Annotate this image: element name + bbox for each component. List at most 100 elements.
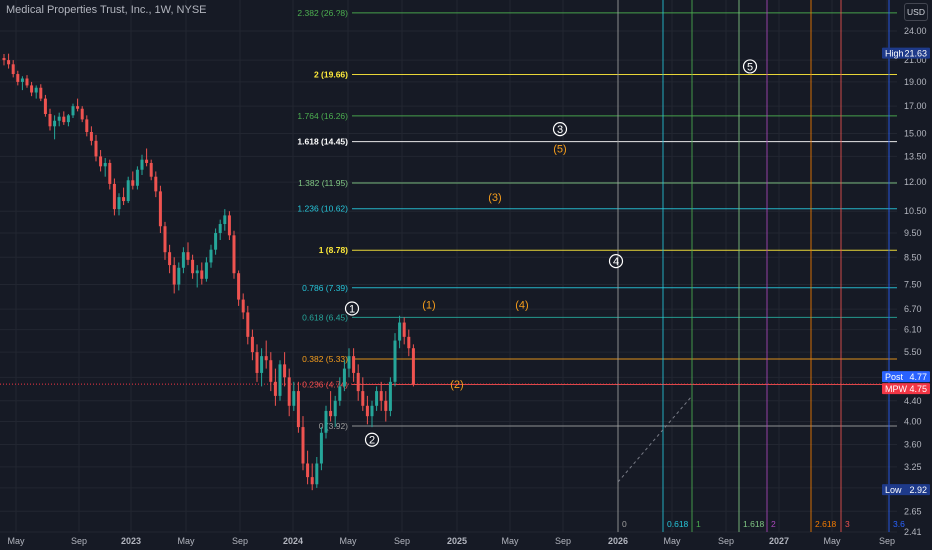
- candle-body[interactable]: [214, 233, 218, 250]
- candle-body[interactable]: [57, 116, 61, 121]
- candle-body[interactable]: [80, 108, 84, 120]
- candle-body[interactable]: [384, 400, 388, 411]
- candle-body[interactable]: [287, 377, 291, 406]
- candle-body[interactable]: [204, 262, 208, 279]
- candle-body[interactable]: [260, 356, 264, 373]
- price-tag-label: Post: [885, 372, 904, 382]
- candle-body[interactable]: [292, 391, 296, 406]
- candle-body[interactable]: [122, 197, 126, 202]
- candle-body[interactable]: [342, 368, 346, 387]
- trend-line[interactable]: [617, 395, 693, 483]
- candle-body[interactable]: [108, 162, 112, 184]
- candle-body[interactable]: [338, 386, 342, 401]
- candle-body[interactable]: [306, 463, 310, 478]
- candle-body[interactable]: [89, 132, 93, 141]
- candle-body[interactable]: [250, 336, 254, 353]
- candle-body[interactable]: [319, 432, 323, 464]
- candle-body[interactable]: [94, 140, 98, 157]
- candle-body[interactable]: [273, 381, 277, 396]
- candle-body[interactable]: [168, 252, 172, 266]
- candle-body[interactable]: [135, 169, 139, 186]
- candle-body[interactable]: [352, 356, 356, 373]
- candle-body[interactable]: [255, 352, 259, 373]
- candle-body[interactable]: [126, 180, 130, 202]
- candle-body[interactable]: [163, 226, 167, 253]
- wave-marker[interactable]: [344, 301, 360, 316]
- candle-body[interactable]: [158, 191, 162, 227]
- candle-body[interactable]: [375, 391, 379, 406]
- currency-selector[interactable]: USD: [904, 3, 928, 21]
- candle-body[interactable]: [71, 106, 75, 116]
- candle-body[interactable]: [370, 405, 374, 417]
- candle-body[interactable]: [140, 159, 144, 170]
- candle-body[interactable]: [329, 410, 333, 417]
- candle-body[interactable]: [76, 106, 80, 109]
- candle-body[interactable]: [131, 180, 135, 186]
- candle-body[interactable]: [241, 299, 245, 313]
- candle-body[interactable]: [43, 98, 47, 114]
- candle-body[interactable]: [333, 400, 337, 417]
- candle-body[interactable]: [172, 265, 176, 285]
- candle-body[interactable]: [99, 156, 103, 167]
- candle-body[interactable]: [283, 364, 287, 378]
- candle-body[interactable]: [411, 348, 415, 385]
- candle-body[interactable]: [149, 162, 153, 177]
- candle-body[interactable]: [20, 78, 24, 82]
- candle-body[interactable]: [186, 252, 190, 260]
- candle-body[interactable]: [388, 381, 392, 411]
- candle-body[interactable]: [246, 312, 250, 337]
- candle-body[interactable]: [393, 340, 397, 382]
- candle-body[interactable]: [310, 477, 314, 485]
- candle-body[interactable]: [48, 113, 52, 127]
- candle-body[interactable]: [223, 215, 227, 225]
- candle-body[interactable]: [398, 322, 402, 341]
- candle-body[interactable]: [25, 78, 29, 86]
- candle-body[interactable]: [200, 270, 204, 279]
- candle-body[interactable]: [264, 356, 268, 361]
- candle-body[interactable]: [11, 64, 15, 75]
- candle-body[interactable]: [16, 74, 20, 82]
- candle-body[interactable]: [301, 427, 305, 464]
- candle-body[interactable]: [62, 116, 66, 123]
- candle-body[interactable]: [191, 259, 195, 274]
- candle-body[interactable]: [66, 115, 70, 123]
- candle-body[interactable]: [227, 215, 231, 236]
- candle-body[interactable]: [7, 60, 11, 65]
- candle-body[interactable]: [315, 463, 319, 485]
- wave-marker[interactable]: [364, 432, 380, 447]
- candle-body[interactable]: [112, 183, 116, 210]
- wave-marker[interactable]: [608, 254, 624, 269]
- time-fib-label: 3: [845, 519, 850, 529]
- candle-body[interactable]: [296, 391, 300, 428]
- candle-body[interactable]: [117, 197, 121, 210]
- candle-body[interactable]: [209, 249, 213, 263]
- candle-body[interactable]: [324, 410, 328, 433]
- candle-body[interactable]: [407, 336, 411, 349]
- wave-marker[interactable]: [552, 122, 568, 137]
- candle-body[interactable]: [278, 364, 282, 396]
- candle-body[interactable]: [379, 391, 383, 401]
- candle-body[interactable]: [85, 119, 89, 133]
- candle-body[interactable]: [237, 273, 241, 300]
- candle-body[interactable]: [347, 356, 351, 369]
- candle-body[interactable]: [53, 120, 57, 127]
- candle-body[interactable]: [402, 322, 406, 337]
- candle-body[interactable]: [356, 372, 360, 392]
- candle-body[interactable]: [177, 267, 181, 285]
- candle-body[interactable]: [30, 85, 34, 93]
- candle-body[interactable]: [361, 391, 365, 406]
- wave-marker[interactable]: [742, 59, 758, 74]
- candle-body[interactable]: [34, 87, 38, 93]
- candle-body[interactable]: [269, 360, 273, 382]
- candle-body[interactable]: [365, 405, 369, 417]
- candle-body[interactable]: [181, 252, 185, 268]
- candle-body[interactable]: [218, 224, 222, 234]
- candle-body[interactable]: [195, 270, 199, 274]
- candle-body[interactable]: [39, 87, 43, 99]
- candle-body[interactable]: [2, 58, 6, 61]
- candle-body[interactable]: [154, 176, 158, 192]
- candle-body[interactable]: [232, 235, 236, 274]
- candle-body[interactable]: [145, 159, 149, 163]
- candle-body[interactable]: [103, 162, 107, 167]
